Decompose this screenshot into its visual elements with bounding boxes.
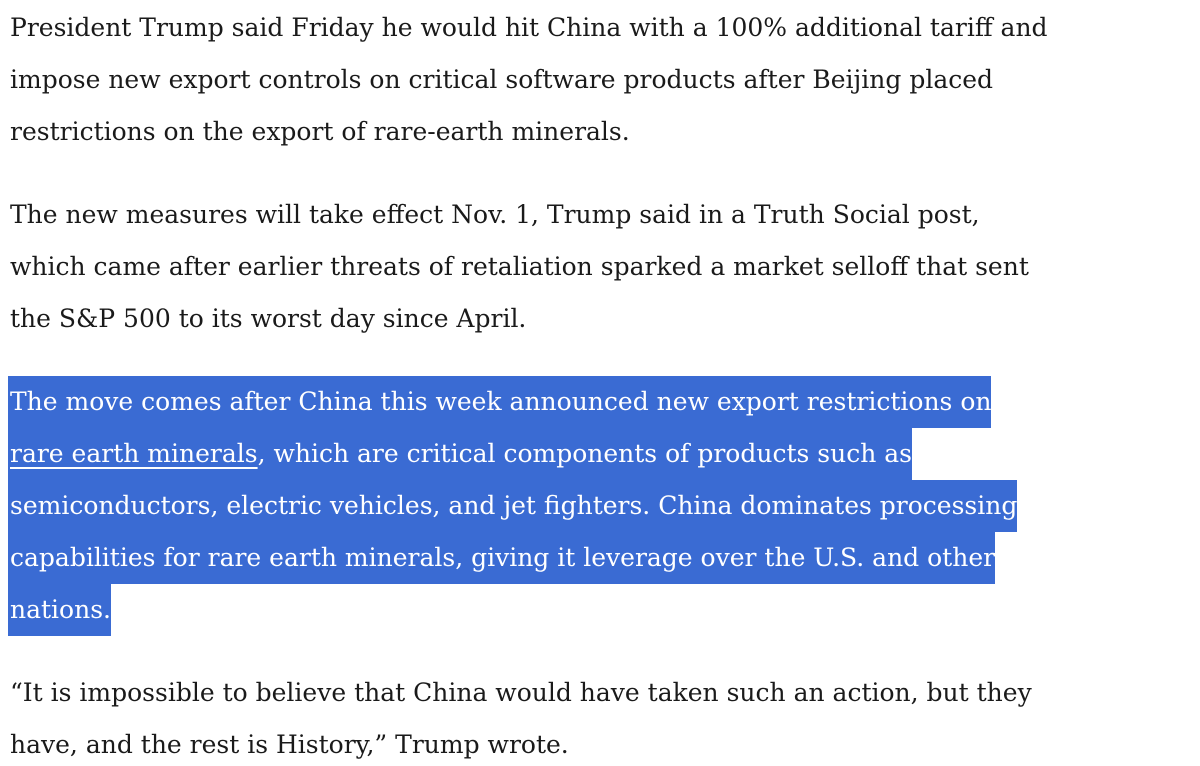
text-line: semiconductors, electric vehicles, and j…	[8, 480, 1200, 532]
selected-text: nations.	[8, 584, 111, 636]
text-line: impose new export controls on critical s…	[10, 65, 994, 94]
text-line: The new measures will take effect Nov. 1…	[10, 200, 980, 229]
text-line: have, and the rest is History,” Trump wr…	[10, 730, 569, 759]
link[interactable]: rare earth minerals	[10, 439, 258, 468]
text-line: rare earth minerals, which are critical …	[8, 428, 1200, 480]
selected-text: , which are critical components of produ…	[257, 439, 912, 468]
text-line: nations.	[8, 584, 1200, 636]
selected-text: capabilities for rare earth minerals, gi…	[8, 532, 996, 584]
text-line: The move comes after China this week ann…	[8, 376, 1200, 428]
text-line: “It is impossible to believe that China …	[10, 678, 1032, 707]
text-line: restrictions on the export of rare-earth…	[10, 117, 630, 146]
text-line: which came after earlier threats of reta…	[10, 252, 1029, 281]
text-line: capabilities for rare earth minerals, gi…	[8, 532, 1200, 584]
selected-text: rare earth minerals, which are critical …	[8, 428, 912, 480]
paragraph: “It is impossible to believe that China …	[10, 667, 1200, 766]
selected-paragraph: The move comes after China this week ann…	[8, 376, 1200, 636]
paragraph: The new measures will take effect Nov. 1…	[10, 189, 1200, 345]
selected-text: The move comes after China this week ann…	[8, 376, 992, 428]
paragraph: President Trump said Friday he would hit…	[10, 2, 1200, 158]
text-line: President Trump said Friday he would hit…	[10, 13, 1048, 42]
text-line: the S&P 500 to its worst day since April…	[10, 304, 527, 333]
selected-text: semiconductors, electric vehicles, and j…	[8, 480, 1018, 532]
